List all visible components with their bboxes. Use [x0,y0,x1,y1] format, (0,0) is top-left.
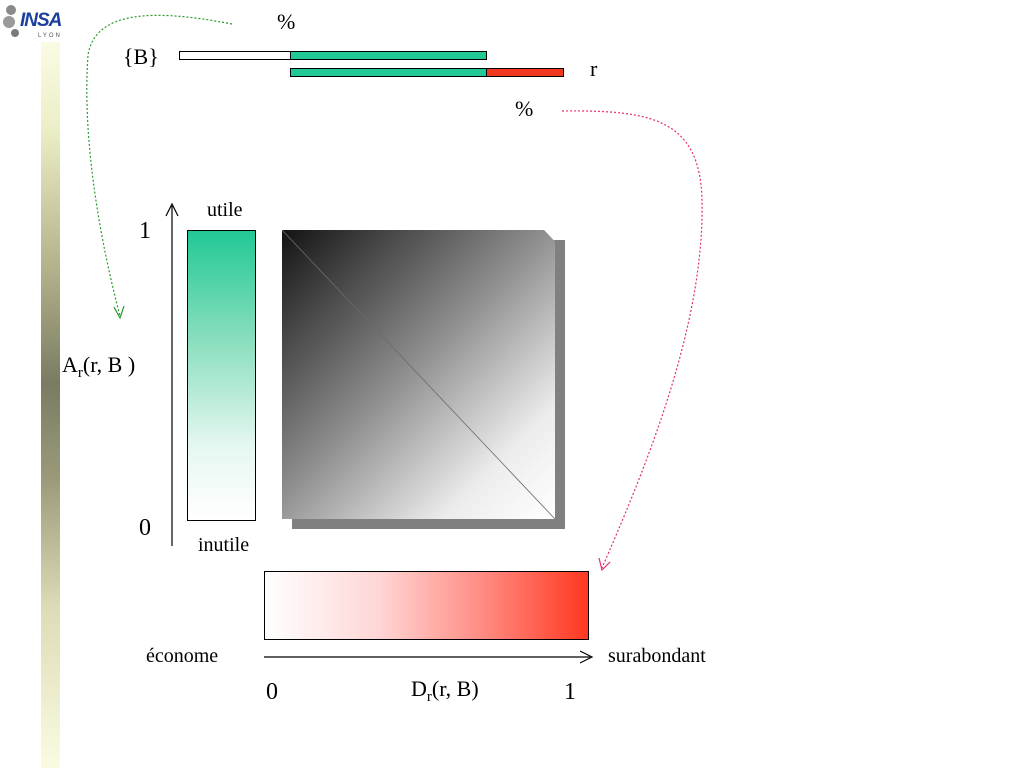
measure-d-args: (r, B) [431,676,479,701]
horizontal-measure-label: Dr(r, B) [411,676,479,705]
set-b-bar-used [290,51,487,60]
horizontal-tick-max: 1 [564,679,576,705]
percent-top-label: % [277,9,296,34]
set-b-bar-unused [179,51,291,60]
measure-d-main: D [411,676,427,701]
sidebar-stripe [41,42,60,768]
abundance-gradient-bar [264,571,589,640]
vertical-tick-min: 0 [139,515,151,541]
r-bar-shared [290,68,487,77]
r-bar-extra [486,68,564,77]
vertical-label-top: utile [207,199,243,221]
horizontal-axis-arrow [264,650,594,664]
horizontal-tick-min: 0 [266,679,278,705]
logo-subtext: LYON [38,33,62,39]
vertical-label-bottom: inutile [198,534,250,556]
percent-bottom-label: % [515,96,534,121]
measure-a-main: A [62,352,78,377]
logo-graphic [3,5,19,37]
horizontal-label-left: économe [146,645,219,667]
insa-logo: INSA LYON [2,2,62,42]
measure-a-args: (r, B ) [82,352,136,377]
r-label: r [590,56,598,81]
vertical-measure-label: Ar(r, B ) [62,352,136,381]
measure-a-sub: r [77,365,83,381]
logo-text: INSA [20,10,62,31]
square-diagonal [282,230,555,519]
set-b-label: {B} [123,44,159,69]
vertical-axis-arrow [165,202,179,546]
measure-d-sub: r [426,689,432,705]
pink-dotted-arrow [561,110,703,569]
usefulness-gradient-bar [187,230,256,521]
pink-arrowhead [598,557,611,572]
horizontal-label-right: surabondant [608,645,706,667]
vertical-tick-max: 1 [139,218,151,244]
green-arrowhead [113,305,125,320]
